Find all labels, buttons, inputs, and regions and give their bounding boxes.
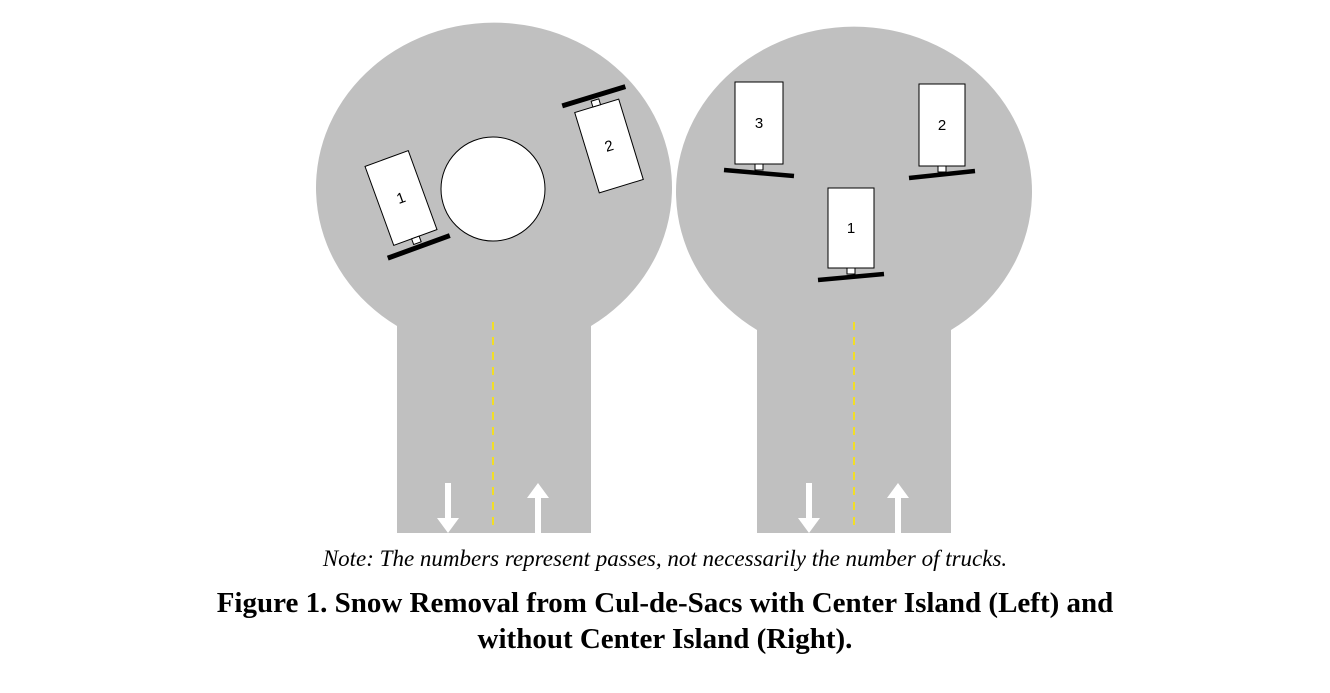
figure-caption: Figure 1. Snow Removal from Cul-de-Sacs …	[0, 585, 1330, 657]
cul-de-sac-figure: 1 2 3	[316, 22, 1032, 533]
figure-caption-line-1: Figure 1. Snow Removal from Cul-de-Sacs …	[216, 587, 1114, 619]
right-down-arrow	[798, 483, 820, 533]
center-island	[440, 136, 546, 242]
right-cul-de-sac: 3 2 1	[676, 26, 1032, 533]
left-truck-1: 1	[364, 150, 451, 261]
right-truck-2: 2	[908, 83, 976, 181]
right-truck-1: 1	[817, 187, 885, 283]
right-truck-3-label: 3	[755, 115, 763, 132]
left-down-arrow	[437, 483, 459, 533]
figure-note: Note: The numbers represent passes, not …	[322, 546, 1008, 571]
left-pavement	[316, 22, 672, 533]
left-cul-de-sac: 1 2	[316, 22, 672, 533]
right-truck-3: 3	[723, 81, 795, 179]
left-truck-2: 2	[561, 84, 644, 194]
left-up-arrow	[527, 483, 549, 533]
right-truck-1-label: 1	[847, 220, 855, 237]
right-truck-2-label: 2	[938, 117, 946, 134]
right-up-arrow	[887, 483, 909, 533]
figure-caption-line-2: without Center Island (Right).	[477, 623, 853, 655]
